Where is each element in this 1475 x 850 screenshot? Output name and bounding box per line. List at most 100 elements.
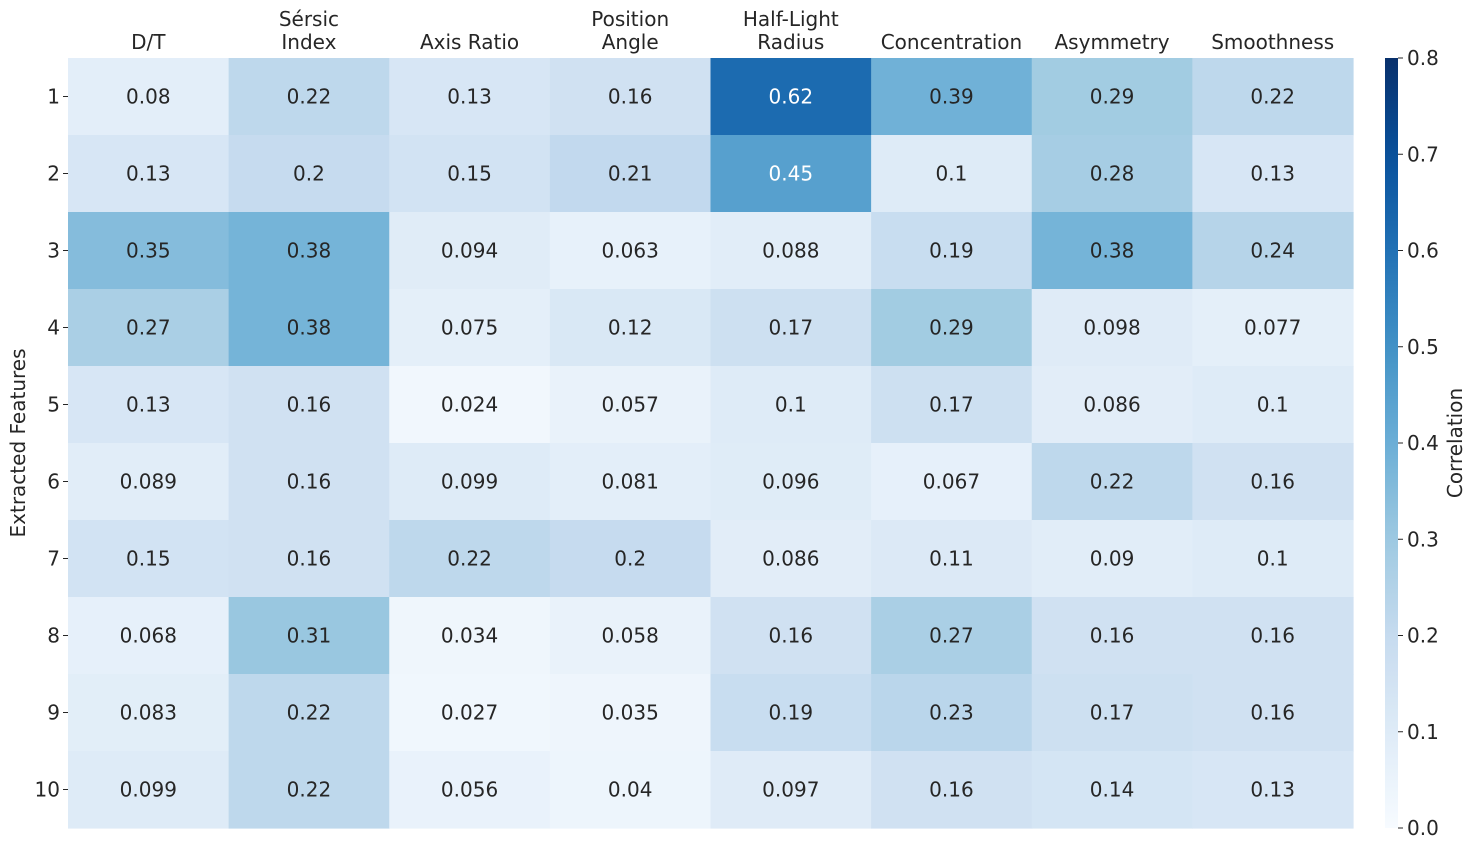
cell-value-label: 0.22 [287,85,332,109]
heatmap-cells: 0.08 0.22 0.13 0.16 0.62 0.39 0.29 0.22 0.13 0.2 0… [68,58,1354,829]
heatmap-cell [389,597,551,675]
cell-value-label: 0.13 [1250,162,1295,186]
cell-value-label: 0.23 [929,701,974,725]
column-label: Radius [757,30,824,54]
cell-value-label: 0.086 [1083,393,1140,417]
heatmap-cell [1192,751,1354,829]
cell-value-label: 0.034 [441,624,498,648]
heatmap-cell [389,751,551,829]
heatmap-cell [68,212,230,290]
row-label: 1 [47,85,60,109]
cell-value-label: 0.22 [287,778,332,802]
column-label: Smoothness [1211,30,1334,54]
heatmap-cell [549,289,712,367]
cell-value-label: 0.17 [929,393,974,417]
heatmap-cell [68,289,230,367]
cell-value-label: 0.077 [1244,316,1301,340]
cell-value-label: 0.09 [1090,547,1135,571]
heatmap-cell [68,58,230,136]
cell-value-label: 0.19 [929,239,974,263]
cell-value-label: 0.1 [1257,393,1289,417]
heatmap-cell [1192,135,1354,213]
heatmap-cell [1192,366,1354,444]
heatmap-cell [549,135,712,213]
cell-value-label: 0.075 [441,316,498,340]
heatmap-cell [1192,443,1354,521]
cell-value-label: 0.063 [602,239,659,263]
row-label: 7 [47,547,60,571]
colorbar-label: Correlation [1443,388,1467,498]
cell-value-label: 0.1 [936,162,968,186]
cell-value-label: 0.13 [447,85,492,109]
cell-value-label: 0.29 [1090,85,1135,109]
heatmap-cell [710,597,872,675]
column-label: Asymmetry [1055,30,1170,54]
heatmap-cell [710,135,872,213]
cell-value-label: 0.067 [923,470,980,494]
heatmap-cell [228,443,390,521]
cell-value-label: 0.24 [1250,239,1295,263]
heatmap-cell [1031,58,1193,136]
heatmap-cell [1031,597,1193,675]
column-label: Sérsic [279,7,339,31]
heatmap-cell [549,520,712,598]
cell-value-label: 0.094 [441,239,498,263]
heatmap-cell [68,366,230,444]
column-label: Angle [602,30,659,54]
cell-value-label: 0.099 [441,470,498,494]
heatmap-cell [549,58,712,136]
heatmap-cell [228,751,390,829]
cell-value-label: 0.1 [1257,547,1289,571]
heatmap-cell [549,751,712,829]
colorbar: 0.0 0.1 0.2 0.3 0.4 0.5 0.6 0.7 0.8 [1385,46,1439,840]
y-axis-label: Extracted Features [6,349,30,538]
heatmap-cell [710,366,872,444]
colorbar-tick-label: 0.2 [1407,624,1439,648]
cell-value-label: 0.086 [762,547,819,571]
cell-value-label: 0.17 [1090,701,1135,725]
heatmap-cell [1031,289,1193,367]
column-label: Concentration [881,30,1022,54]
heatmap-cell [389,212,551,290]
heatmap-cell [228,366,390,444]
cell-value-label: 0.16 [769,624,814,648]
heatmap-cell [1031,212,1193,290]
heatmap-cell [1031,135,1193,213]
heatmap-cell [389,520,551,598]
heatmap-cell [68,674,230,752]
row-labels: 1 2 3 4 5 6 7 8 9 10 [35,85,68,802]
heatmap-cell [871,520,1033,598]
heatmap-cell [710,289,872,367]
heatmap-cell [871,58,1033,136]
cell-value-label: 0.19 [769,701,814,725]
heatmap-cell [710,674,872,752]
cell-value-label: 0.39 [929,85,974,109]
heatmap-cell [549,366,712,444]
heatmap-cell [871,674,1033,752]
row-label: 9 [47,701,60,725]
cell-value-label: 0.081 [602,470,659,494]
cell-value-label: 0.083 [120,701,177,725]
heatmap-cell [1192,212,1354,290]
cell-value-label: 0.16 [287,547,332,571]
heatmap-cell [68,443,230,521]
cell-value-label: 0.22 [287,701,332,725]
heatmap-cell [1031,751,1193,829]
cell-value-label: 0.14 [1090,778,1135,802]
cell-value-label: 0.13 [126,162,171,186]
column-label: Half-Light [743,7,839,31]
row-label: 8 [47,624,60,648]
cell-value-label: 0.097 [762,778,819,802]
heatmap-cell [1031,674,1193,752]
heatmap-cell [68,135,230,213]
cell-value-label: 0.62 [769,85,814,109]
heatmap-cell [1031,520,1193,598]
cell-value-label: 0.098 [1083,316,1140,340]
cell-value-label: 0.058 [602,624,659,648]
cell-value-label: 0.068 [120,624,177,648]
heatmap-cell [389,443,551,521]
heatmap-cell [389,366,551,444]
heatmap-cell [710,751,872,829]
colorbar-tick-label: 0.0 [1407,816,1439,840]
